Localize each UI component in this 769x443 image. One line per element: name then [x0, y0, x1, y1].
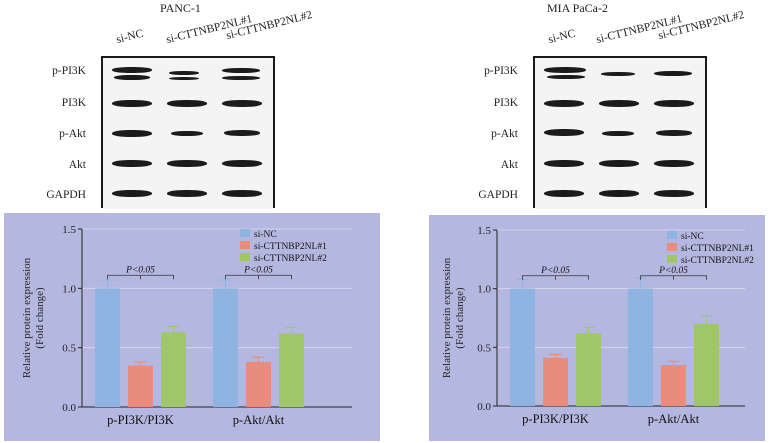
blot-row-akt — [103, 148, 273, 179]
significance-label: P<0.05 — [658, 266, 688, 276]
legend-swatch — [667, 231, 677, 239]
row-label-akt: Akt — [500, 159, 518, 171]
bar-chart: 0.0 0.5 1.0 1.5 Relative protein expression(… — [441, 225, 754, 426]
legend-swatch — [240, 229, 250, 237]
bar — [661, 364, 686, 406]
cell-line-title: PANC-1 — [160, 1, 201, 15]
bar — [95, 288, 120, 407]
y-tick-label: 1.5 — [62, 224, 76, 236]
legend-swatch — [667, 255, 677, 263]
row-label-pi3k: PI3K — [493, 97, 518, 109]
bar — [628, 288, 653, 406]
x-category-label: p-Akt/Akt — [233, 413, 285, 427]
x-category-label: p-PI3K/PI3K — [107, 413, 174, 427]
bar — [161, 332, 186, 407]
blot-row-pi3k — [535, 88, 705, 119]
chart-background — [4, 213, 380, 441]
panel-panc1: PANC-1 si-NC si-CTTNBP2NL#1 si-CTTNBP2NL… — [0, 0, 384, 443]
blot-row-p-akt — [103, 118, 273, 149]
bar — [694, 323, 719, 406]
y-tick-label: 1.0 — [62, 283, 76, 295]
y-tick-label: 0.5 — [62, 343, 76, 355]
y-axis-title-line2: (Fold change) — [34, 287, 46, 349]
y-axis-title-line1: Relative protein expression — [441, 257, 453, 378]
bar-chart: 0.0 0.5 1.0 1.5 Relative protein expression(… — [21, 224, 352, 427]
bar — [128, 365, 153, 407]
row-label-p-pi3k: p-PI3K — [484, 65, 518, 77]
significance-bracket — [107, 274, 174, 280]
legend-label: si-CTTNBP2NL#1 — [681, 244, 754, 254]
legend-label: si-NC — [254, 230, 277, 240]
y-tick-label: 0.0 — [62, 402, 76, 414]
row-label-pi3k: PI3K — [61, 97, 86, 109]
legend-swatch — [667, 243, 677, 251]
bar — [510, 288, 535, 406]
panel-miapaca2: MIA PaCa-2 si-NC si-CTTNBP2NL#1 si-CTTNB… — [385, 0, 769, 443]
bar — [246, 361, 271, 407]
y-tick-label: 0.0 — [477, 401, 491, 413]
blot-row-p-akt — [535, 118, 705, 149]
y-tick-label: 1.0 — [477, 284, 491, 296]
western-blot — [101, 56, 275, 209]
significance-bracket — [225, 274, 292, 280]
significance-bracket — [522, 275, 589, 280]
legend-swatch — [240, 241, 250, 249]
legend-label: si-CTTNBP2NL#1 — [254, 242, 327, 252]
blot-row-gapdh — [103, 178, 273, 209]
bar — [576, 333, 601, 406]
significance-bracket — [640, 275, 707, 280]
bar — [279, 333, 304, 407]
y-axis-title-line1: Relative protein expression — [21, 257, 33, 378]
legend-label: si-CTTNBP2NL#2 — [681, 256, 754, 266]
row-label-gapdh: GAPDH — [46, 189, 86, 201]
blot-row-gapdh — [535, 178, 705, 209]
bar — [543, 357, 568, 406]
y-axis-title: Relative protein expression (Fold change) — [21, 257, 46, 378]
y-axis-title-line2: (Fold change) — [454, 287, 466, 349]
row-label-p-akt: p-Akt — [491, 128, 518, 140]
x-category-label: p-Akt/Akt — [648, 412, 700, 426]
row-label-gapdh: GAPDH — [478, 189, 518, 201]
y-tick-label: 1.5 — [477, 225, 491, 237]
cell-line-title: MIA PaCa-2 — [547, 1, 608, 15]
legend-swatch — [240, 253, 250, 261]
significance-label: P<0.05 — [540, 266, 570, 276]
legend-label: si-NC — [681, 232, 704, 242]
y-axis-title: Relative protein expression (Fold change) — [441, 257, 466, 378]
blot-row-p-pi3k — [535, 58, 705, 89]
blot-row-akt — [535, 148, 705, 179]
y-tick-label: 0.5 — [477, 342, 491, 354]
x-category-label: p-PI3K/PI3K — [522, 412, 589, 426]
bar — [213, 288, 238, 407]
row-label-p-pi3k: p-PI3K — [52, 65, 86, 77]
row-label-akt: Akt — [68, 159, 86, 171]
legend-label: si-CTTNBP2NL#2 — [254, 254, 327, 264]
significance-label: P<0.05 — [243, 265, 273, 275]
row-label-p-akt: p-Akt — [59, 128, 86, 140]
western-blot — [533, 56, 707, 209]
significance-label: P<0.05 — [125, 265, 155, 275]
